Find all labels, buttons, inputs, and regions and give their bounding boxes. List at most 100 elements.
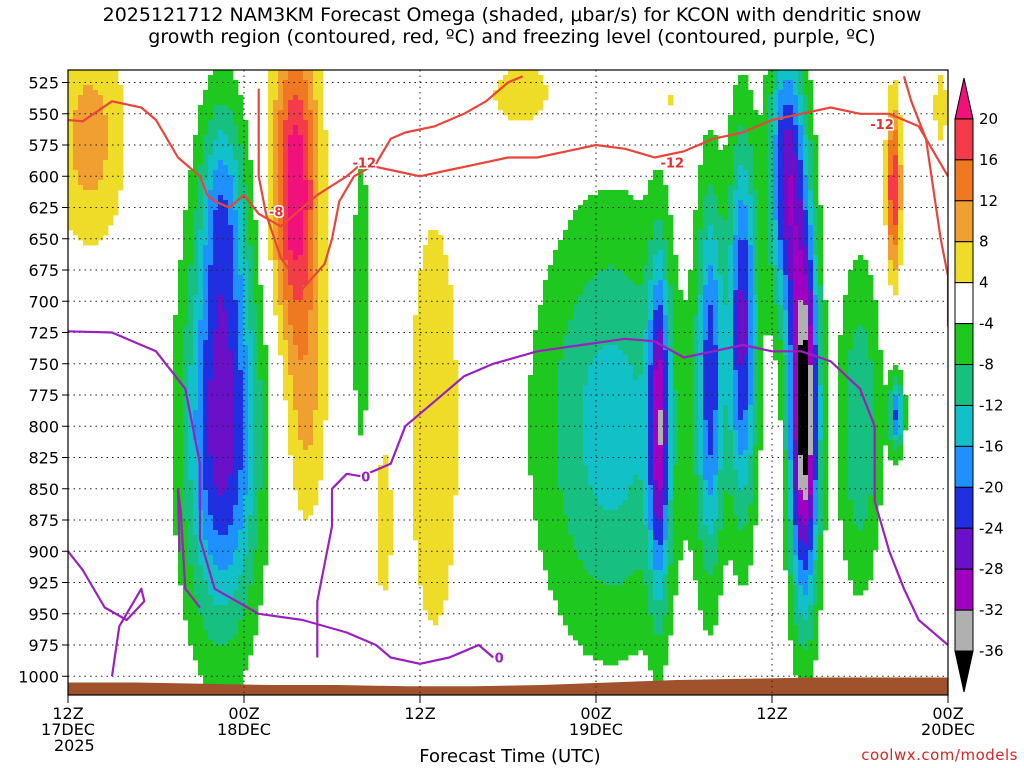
omega-cell	[218, 380, 224, 386]
omega-cell	[68, 80, 74, 86]
omega-cell	[508, 105, 514, 111]
omega-cell	[183, 455, 189, 461]
omega-cell	[203, 235, 209, 241]
omega-cell	[578, 615, 584, 621]
omega-cell	[558, 480, 564, 486]
omega-cell	[443, 350, 449, 356]
omega-cell	[593, 405, 599, 411]
omega-cell	[573, 265, 579, 271]
omega-cell	[383, 575, 389, 581]
omega-cell	[588, 555, 594, 561]
omega-cell	[438, 345, 444, 351]
omega-cell	[588, 650, 594, 656]
omega-cell	[228, 240, 234, 246]
omega-cell	[443, 305, 449, 311]
omega-cell	[233, 125, 239, 131]
omega-cell	[363, 260, 369, 266]
omega-cell	[448, 350, 454, 356]
omega-cell	[98, 170, 104, 176]
omega-cell	[208, 235, 214, 241]
omega-cell	[383, 555, 389, 561]
omega-cell	[183, 260, 189, 266]
omega-cell	[288, 290, 294, 296]
omega-cell	[383, 525, 389, 531]
omega-cell	[423, 300, 429, 306]
omega-cell	[448, 520, 454, 526]
omega-cell	[363, 235, 369, 241]
omega-cell	[268, 230, 274, 236]
omega-cell	[318, 115, 324, 121]
omega-cell	[213, 625, 219, 631]
omega-cell	[223, 165, 229, 171]
omega-cell	[318, 465, 324, 471]
omega-cell	[588, 450, 594, 456]
omega-cell	[243, 185, 249, 191]
omega-cell	[308, 225, 314, 231]
omega-cell	[313, 395, 319, 401]
omega-cell	[358, 225, 364, 231]
omega-cell	[533, 410, 539, 416]
omega-cell	[298, 120, 304, 126]
omega-cell	[438, 275, 444, 281]
omega-cell	[318, 270, 324, 276]
omega-cell	[318, 415, 324, 421]
omega-cell	[223, 405, 229, 411]
omega-cell	[73, 170, 79, 176]
omega-cell	[268, 130, 274, 136]
omega-cell	[573, 390, 579, 396]
omega-cell	[443, 550, 449, 556]
omega-cell	[198, 400, 204, 406]
omega-cell	[198, 405, 204, 411]
omega-cell	[103, 165, 109, 171]
omega-cell	[293, 115, 299, 121]
omega-cell	[318, 340, 324, 346]
omega-cell	[238, 440, 244, 446]
omega-cell	[228, 200, 234, 206]
omega-cell	[423, 380, 429, 386]
omega-cell	[578, 230, 584, 236]
omega-cell	[418, 360, 424, 366]
omega-cell	[418, 295, 424, 301]
omega-cell	[538, 540, 544, 546]
omega-cell	[418, 390, 424, 396]
omega-cell	[578, 515, 584, 521]
omega-cell	[293, 165, 299, 171]
omega-cell	[548, 435, 554, 441]
omega-cell	[288, 280, 294, 286]
omega-cell	[538, 105, 544, 111]
omega-cell	[313, 365, 319, 371]
omega-cell	[203, 630, 209, 636]
omega-cell	[318, 225, 324, 231]
omega-cell	[423, 350, 429, 356]
omega-cell	[323, 410, 329, 416]
omega-cell	[548, 575, 554, 581]
omega-cell	[438, 260, 444, 266]
omega-cell	[308, 340, 314, 346]
omega-cell	[203, 270, 209, 276]
omega-cell	[293, 190, 299, 196]
omega-cell	[243, 165, 249, 171]
omega-cell	[218, 430, 224, 436]
omega-cell	[308, 190, 314, 196]
omega-cell	[278, 190, 284, 196]
omega-cell	[313, 475, 319, 481]
omega-cell	[293, 330, 299, 336]
omega-cell	[528, 425, 534, 431]
omega-cell	[298, 455, 304, 461]
omega-cell	[243, 210, 249, 216]
omega-cell	[273, 100, 279, 106]
omega-cell	[423, 360, 429, 366]
omega-cell	[568, 490, 574, 496]
omega-cell	[268, 85, 274, 91]
omega-cell	[433, 590, 439, 596]
omega-cell	[83, 185, 89, 191]
omega-cell	[433, 295, 439, 301]
omega-cell	[253, 500, 259, 506]
omega-cell	[298, 125, 304, 131]
omega-cell	[238, 505, 244, 511]
omega-cell	[433, 265, 439, 271]
omega-cell	[363, 350, 369, 356]
omega-cell	[543, 565, 549, 571]
omega-cell	[223, 290, 229, 296]
omega-cell	[73, 90, 79, 96]
